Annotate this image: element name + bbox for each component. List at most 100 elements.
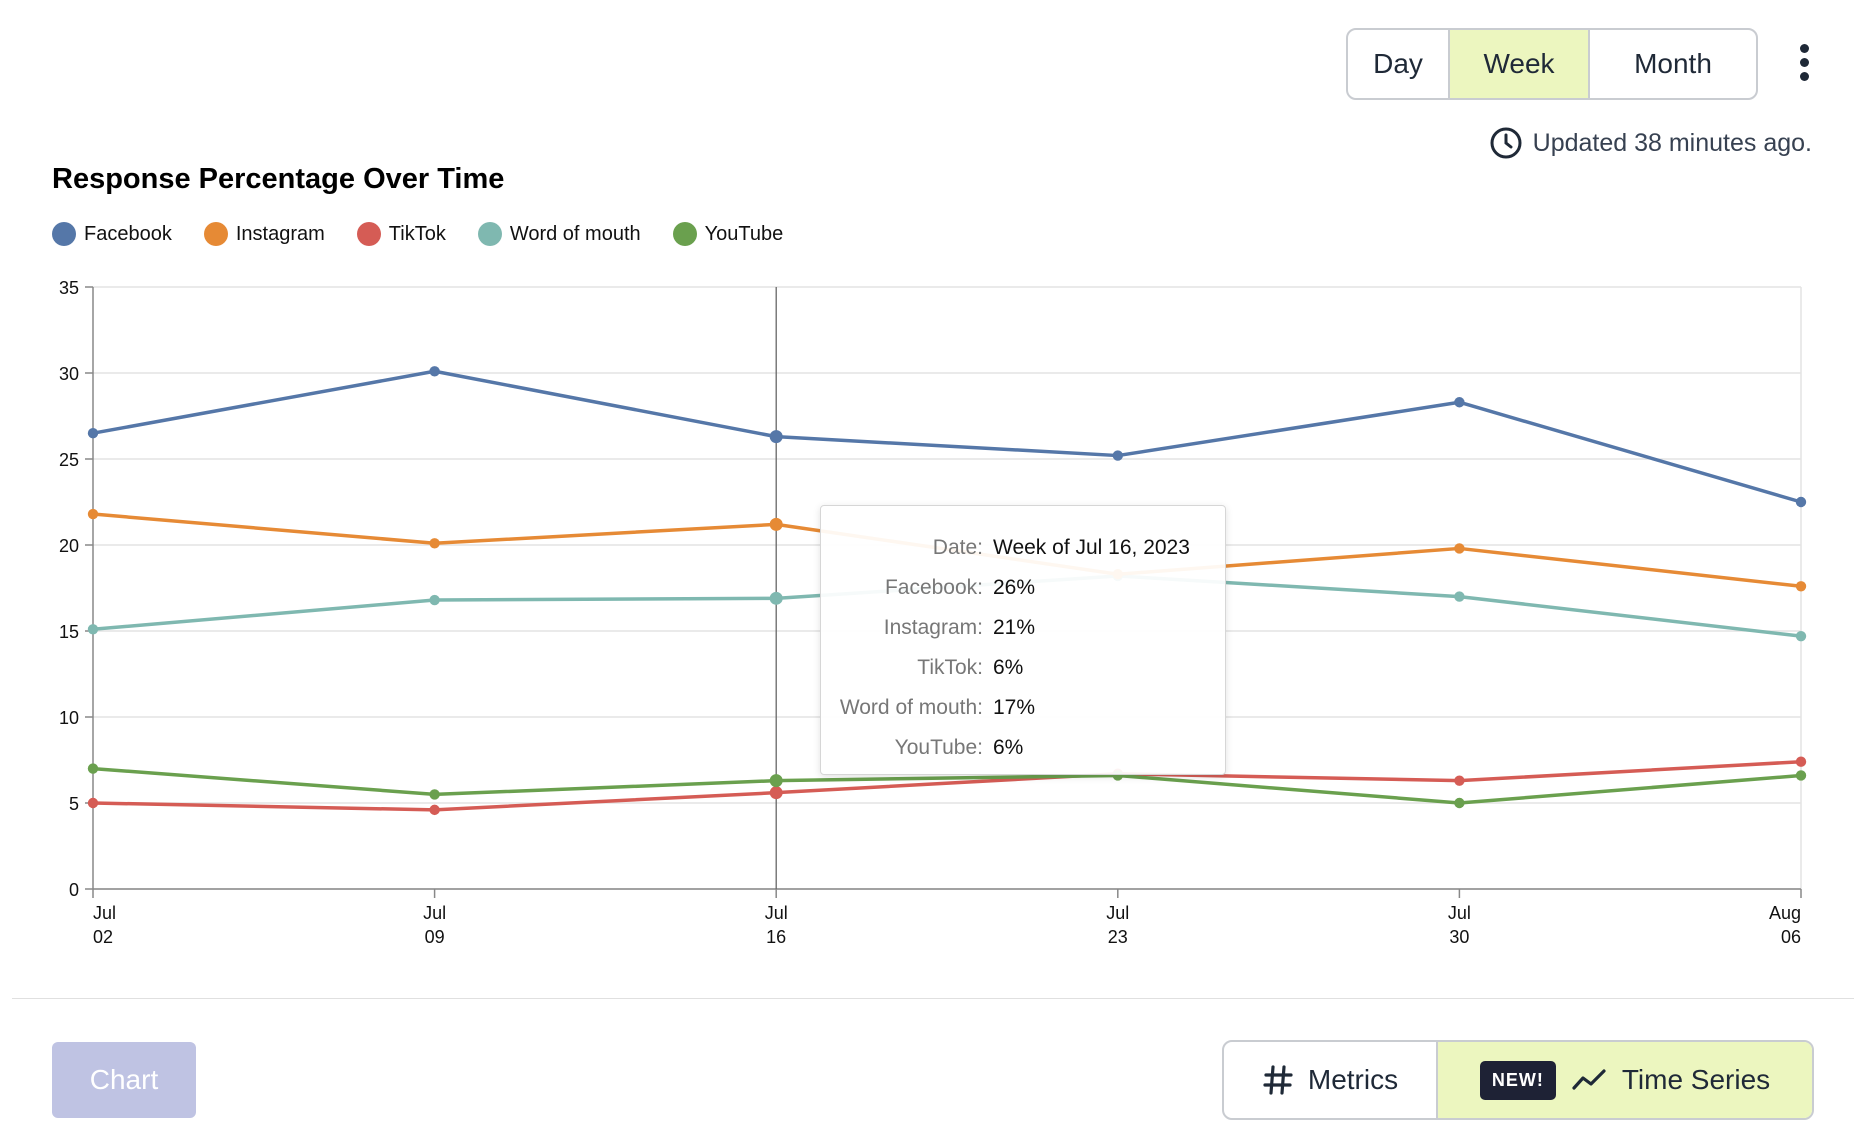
time-series-button[interactable]: NEW! Time Series — [1436, 1042, 1812, 1118]
legend-swatch-facebook — [52, 222, 76, 246]
tooltip-key: Word of mouth: — [839, 696, 983, 719]
x-tick-label: 30 — [1449, 927, 1469, 947]
tooltip-value: 6% — [993, 656, 1024, 679]
legend-label: Instagram — [235, 222, 325, 245]
more-options-icon[interactable] — [1794, 44, 1814, 88]
x-tick-label: Aug — [1769, 903, 1801, 923]
data-point-instagram — [1454, 543, 1465, 554]
tooltip-value: Week of Jul 16, 2023 — [993, 536, 1190, 559]
data-point-facebook — [1454, 397, 1465, 408]
x-tick-label: 02 — [93, 927, 113, 947]
legend-swatch-tiktok — [356, 222, 381, 246]
view-toggle: Metrics NEW! Time Series — [1222, 1040, 1814, 1120]
x-tick-label: Jul — [1106, 903, 1129, 923]
line-chart: 0 5 10 15 20 25 30 35 Jul 02 Jul 09 Jul 16 Jul 23 Jul 30 A… — [59, 278, 1807, 947]
new-badge: NEW! — [1479, 1060, 1556, 1100]
section-divider — [12, 998, 1854, 999]
legend-label: YouTube — [704, 222, 784, 245]
tooltip-key: YouTube: — [894, 736, 983, 759]
data-point-youtube — [769, 774, 783, 788]
legend-label: Word of mouth — [509, 222, 641, 245]
range-week-button[interactable]: Week — [1448, 30, 1588, 98]
tooltip-row: Word of mouth: 17% — [821, 688, 1225, 728]
metrics-button[interactable]: Metrics — [1224, 1042, 1436, 1118]
legend-item-instagram[interactable]: Instagram — [203, 222, 325, 246]
tooltip-key: TikTok: — [917, 656, 983, 679]
data-point-tiktok — [87, 797, 99, 809]
legend-item-youtube[interactable]: YouTube — [672, 222, 784, 246]
data-point-instagram — [1795, 581, 1807, 592]
data-point-facebook — [87, 428, 99, 439]
tooltip-row: Facebook: 26% — [821, 568, 1225, 608]
tooltip-value: 21% — [993, 616, 1036, 639]
chart-legend: Facebook Instagram TikTok Word of mouth … — [52, 222, 815, 246]
legend-label: TikTok — [388, 222, 446, 245]
data-point-word-of-mouth — [1795, 630, 1807, 642]
x-tick-label: Jul — [423, 903, 446, 923]
tooltip-value: 26% — [993, 576, 1036, 599]
data-point-facebook — [429, 366, 440, 377]
time-range-selector: Day Week Month — [1346, 28, 1758, 100]
data-point-youtube — [1454, 797, 1465, 809]
data-point-facebook — [1795, 496, 1807, 508]
x-tick-label: 16 — [766, 927, 786, 947]
y-tick-label: 5 — [69, 794, 79, 814]
chart-tooltip: Date: Week of Jul 16, 2023 Facebook: 26%… — [820, 505, 1226, 775]
x-tick-label: Jul — [765, 903, 788, 923]
range-day-button[interactable]: Day — [1373, 48, 1423, 79]
data-point-word-of-mouth — [769, 591, 783, 605]
y-tick-label: 0 — [69, 880, 79, 900]
data-point-word-of-mouth — [429, 594, 440, 606]
data-point-tiktok — [1454, 775, 1465, 786]
clock-icon — [1490, 127, 1522, 159]
data-point-youtube — [429, 789, 440, 800]
data-point-instagram — [87, 508, 99, 520]
legend-item-tiktok[interactable]: TikTok — [356, 222, 446, 246]
last-updated: Updated 38 minutes ago. — [1489, 126, 1812, 160]
x-tick-label: 23 — [1108, 927, 1128, 947]
legend-item-facebook[interactable]: Facebook — [52, 222, 172, 246]
data-point-tiktok — [1795, 756, 1807, 767]
series-line-tiktok — [92, 759, 1802, 812]
legend-swatch-instagram — [203, 222, 228, 246]
y-tick-label: 15 — [59, 622, 79, 642]
tooltip-row: TikTok: 6% — [821, 648, 1225, 688]
tooltip-row: YouTube: 6% — [821, 728, 1225, 768]
tooltip-row: Date: Week of Jul 16, 2023 — [821, 528, 1225, 568]
y-tick-label: 35 — [59, 278, 79, 298]
data-point-word-of-mouth — [87, 624, 99, 635]
tooltip-value: 17% — [993, 696, 1036, 719]
chart-button[interactable]: Chart — [52, 1042, 196, 1118]
tooltip-row: Instagram: 21% — [821, 608, 1225, 648]
y-tick-label: 30 — [59, 364, 79, 384]
data-point-instagram — [429, 538, 440, 549]
x-tick-label: 09 — [425, 927, 445, 947]
data-point-instagram — [769, 517, 783, 531]
updated-text: Updated 38 minutes ago. — [1532, 128, 1812, 157]
metrics-label: Metrics — [1307, 1064, 1399, 1095]
y-tick-label: 20 — [59, 536, 79, 556]
series-line-youtube — [92, 766, 1802, 805]
legend-swatch-word-of-mouth — [477, 222, 502, 246]
trend-line-icon — [1572, 1069, 1606, 1090]
data-point-tiktok — [769, 786, 783, 800]
data-point-word-of-mouth — [1454, 591, 1465, 602]
tooltip-key: Facebook: — [884, 576, 983, 599]
y-tick-label: 10 — [59, 708, 79, 728]
data-point-tiktok — [429, 804, 440, 816]
data-point-youtube — [1795, 770, 1807, 781]
time-series-label: Time Series — [1621, 1064, 1771, 1095]
tooltip-key: Date: — [932, 536, 983, 559]
tooltip-key: Instagram: — [883, 616, 983, 639]
tooltip-value: 6% — [993, 736, 1024, 759]
range-month-button[interactable]: Month — [1588, 30, 1756, 98]
data-point-facebook — [769, 430, 783, 444]
data-point-youtube — [87, 763, 99, 774]
data-point-facebook — [1112, 450, 1124, 461]
x-tick-label: Jul — [1448, 903, 1471, 923]
x-tick-label: Jul — [93, 903, 116, 923]
legend-item-word-of-mouth[interactable]: Word of mouth — [477, 222, 641, 246]
hash-icon — [1263, 1065, 1293, 1095]
y-tick-label: 25 — [59, 450, 79, 470]
x-tick-label: 06 — [1781, 927, 1801, 947]
